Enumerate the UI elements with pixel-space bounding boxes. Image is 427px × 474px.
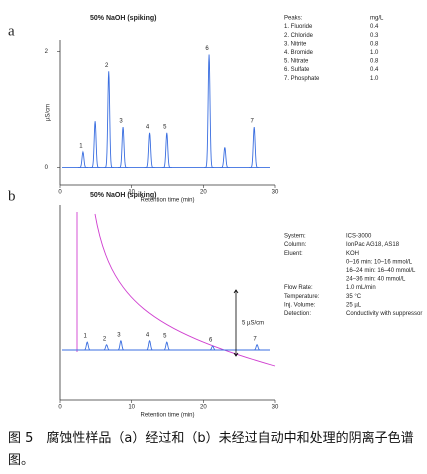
peak-label: 4 [146, 124, 150, 130]
peak [82, 341, 93, 351]
info-value: Conductivity with suppressor [346, 311, 422, 317]
peak [101, 344, 112, 351]
peak-label: 7 [251, 119, 255, 125]
scale-bar-label: 5 µS/cm [242, 321, 264, 327]
peak-label: 6 [205, 46, 209, 52]
info-key: Flow Rate: [284, 285, 313, 291]
peak [115, 339, 126, 351]
peak [144, 339, 155, 351]
peak [204, 54, 215, 169]
info-key: 3. Nitrite [284, 41, 307, 47]
x-tick-label: 0 [58, 405, 62, 411]
info-value: 1.0 [370, 76, 379, 82]
info-key: Column: [284, 242, 307, 248]
x-tick-label: 30 [272, 405, 279, 411]
info-value: 0–16 min: 10–16 mmol/L [346, 259, 413, 265]
info-value: 1.0 mL/min [346, 285, 376, 291]
info-key: 1. Fluoride [284, 24, 313, 30]
peak-label: 3 [119, 119, 123, 125]
peak-label: 7 [253, 336, 257, 342]
info-value: 16–24 min: 16–40 mmol/L [346, 268, 416, 274]
chart-title: 50% NaOH (spiking) [90, 192, 157, 199]
info-key: 5. Nitrate [284, 59, 309, 65]
peak-label: 5 [163, 124, 167, 130]
x-tick-label: 30 [272, 190, 279, 196]
info-value: 35 °C [346, 294, 362, 300]
x-axis-label: Retention time (min) [140, 198, 194, 204]
info-key: System: [284, 234, 306, 240]
info-value: IonPac AG18, AS18 [346, 242, 400, 248]
chart-title: 50% NaOH (spiking) [90, 15, 157, 22]
info-value: 0.4 [370, 24, 379, 30]
info-key: 4. Bromide [284, 50, 314, 56]
x-tick-label: 0 [58, 190, 62, 196]
info-key: Detection: [284, 311, 311, 317]
peak [207, 345, 218, 351]
info-value: 0.3 [370, 33, 379, 39]
peak [219, 147, 230, 169]
x-tick-label: 20 [200, 405, 207, 411]
peak [103, 71, 114, 169]
info-key: 2. Chloride [284, 33, 314, 39]
info-key: Temperature: [284, 294, 320, 300]
peak [77, 150, 88, 169]
info-value: ICS-3000 [346, 234, 372, 240]
info-value: 1.0 [370, 50, 379, 56]
x-tick-label: 10 [128, 405, 135, 411]
info-key: Eluent: [284, 251, 303, 257]
peak-label: 3 [117, 332, 121, 338]
x-axis-label: Retention time (min) [140, 413, 194, 419]
peak-label: 5 [163, 334, 167, 340]
info-value: 0.8 [370, 41, 379, 47]
peak [90, 121, 101, 169]
peak [161, 132, 172, 169]
info-key: Inj. Volume: [284, 302, 316, 308]
y-axis-label: µS/cm [46, 104, 52, 121]
peak [144, 132, 155, 169]
peak [118, 126, 129, 169]
info-value: 24–36 min: 40 mmol/L [346, 277, 406, 283]
baseline-drift [94, 213, 276, 367]
panel-label: b [8, 188, 16, 204]
scale-arrow [233, 289, 239, 357]
info-value: 0.8 [370, 59, 379, 65]
info-key: 6. Sulfate [284, 67, 310, 73]
info-value: 25 µL [346, 302, 362, 308]
info-value: 0.4 [370, 67, 379, 73]
panel-label: a [8, 23, 15, 39]
info-value: mg/L [370, 16, 384, 22]
peak-label: 1 [79, 144, 83, 150]
y-tick-label: 0 [45, 165, 49, 171]
peak [249, 126, 260, 169]
peak-label: 6 [209, 338, 213, 344]
x-tick-label: 10 [128, 190, 135, 196]
y-tick-label: 2 [45, 49, 49, 55]
peak-label: 4 [146, 332, 150, 338]
caption: 图 5 腐蚀性样品（a）经过和（b）未经过自动中和处理的阴离子色谱图。 [8, 431, 414, 468]
info-key: 7. Phosphate [284, 76, 320, 82]
x-tick-label: 20 [200, 190, 207, 196]
info-key: Peaks: [284, 16, 303, 22]
peak [161, 341, 172, 351]
peak-label: 2 [103, 336, 107, 342]
peak-label: 2 [105, 63, 109, 69]
peak-label: 1 [84, 334, 88, 340]
peak [252, 344, 263, 351]
info-value: KOH [346, 251, 359, 257]
